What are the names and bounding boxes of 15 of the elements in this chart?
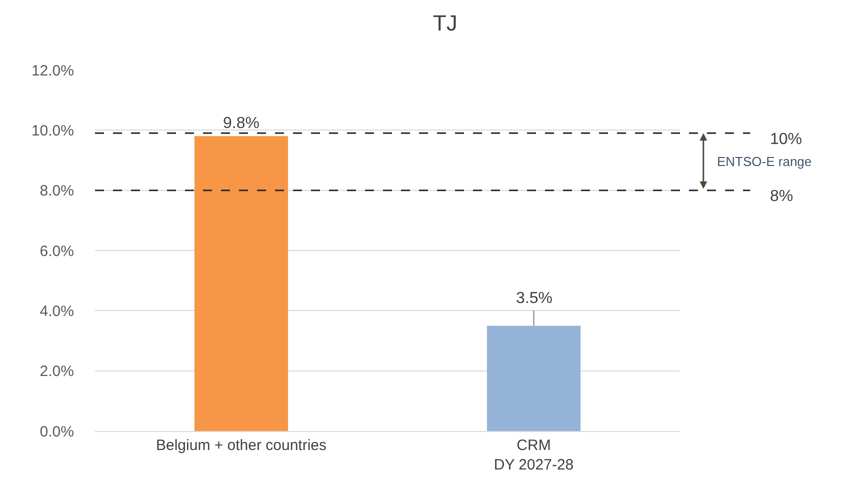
y-tick-label: 12.0%: [31, 62, 74, 80]
y-tick-label: 8.0%: [40, 182, 74, 200]
y-tick-label: 0.0%: [40, 423, 74, 440]
chart-title: TJ: [432, 10, 458, 36]
text: ENTSO-E range: [717, 154, 812, 169]
data-label: 9.8%: [223, 115, 260, 132]
x-tick-label: Belgium + other countries: [156, 437, 327, 454]
data-label: 3.5%: [516, 290, 552, 307]
ref-line-label: 10%: [770, 131, 802, 148]
y-tick-label: 6.0%: [40, 242, 74, 260]
y-tick-label: 2.0%: [40, 363, 74, 380]
y-tick-label: 10.0%: [31, 122, 74, 140]
ref-line-label: 8%: [770, 188, 794, 205]
y-tick-label: 4.0%: [40, 302, 74, 320]
x-tick-label: CRM DY 2027-28: [494, 437, 574, 474]
